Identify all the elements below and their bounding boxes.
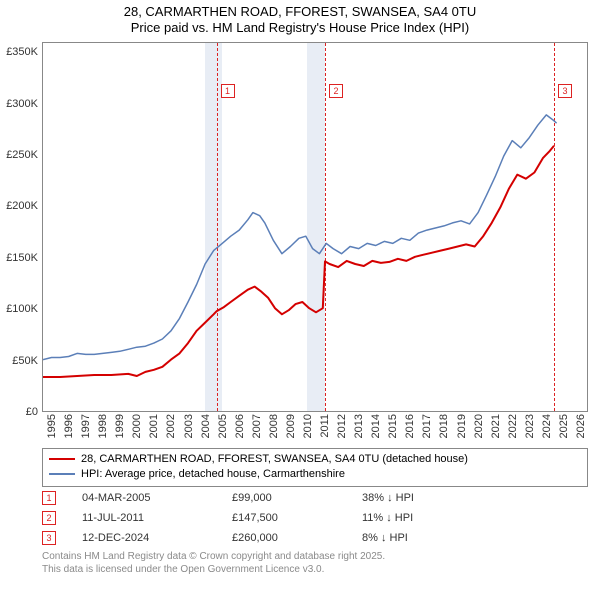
- marker-row: 3 12-DEC-2024£260,0008% ↓ HPI: [42, 528, 588, 548]
- marker-badge: 2: [42, 511, 56, 525]
- legend-swatch: [49, 458, 75, 460]
- marker-price: £147,500: [232, 512, 362, 524]
- title-line-2: Price paid vs. HM Land Registry's House …: [0, 20, 600, 36]
- x-tick-label: 2012: [336, 414, 348, 438]
- x-tick-label: 2020: [473, 414, 485, 438]
- x-tick-label: 2006: [234, 414, 246, 438]
- x-tick-label: 2023: [524, 414, 536, 438]
- marker-date: 12-DEC-2024: [82, 532, 232, 544]
- x-tick-label: 2007: [251, 414, 263, 438]
- x-tick-label: 2003: [183, 414, 195, 438]
- legend-swatch: [49, 473, 75, 475]
- x-tick-label: 2018: [438, 414, 450, 438]
- y-tick-label: £350K: [6, 46, 38, 58]
- x-tick-label: 2009: [285, 414, 297, 438]
- attribution-line-1: Contains HM Land Registry data © Crown c…: [42, 550, 588, 563]
- x-tick-label: 1997: [80, 414, 92, 438]
- attribution-line-2: This data is licensed under the Open Gov…: [42, 563, 588, 576]
- y-tick-label: £300K: [6, 98, 38, 110]
- x-tick-label: 2008: [268, 414, 280, 438]
- y-tick-label: £100K: [6, 303, 38, 315]
- legend-label: HPI: Average price, detached house, Carm…: [81, 467, 345, 482]
- y-tick-label: £0: [26, 406, 38, 418]
- marker-price: £99,000: [232, 492, 362, 504]
- marker-date: 11-JUL-2011: [82, 512, 232, 524]
- marker-table: 104-MAR-2005£99,00038% ↓ HPI211-JUL-2011…: [42, 488, 588, 548]
- x-tick-label: 2000: [131, 414, 143, 438]
- legend-label: 28, CARMARTHEN ROAD, FFOREST, SWANSEA, S…: [81, 452, 468, 467]
- legend-item-hpi: HPI: Average price, detached house, Carm…: [49, 467, 581, 482]
- series-price_paid: [43, 146, 554, 377]
- series-hpi: [43, 115, 557, 360]
- x-tick-label: 1998: [97, 414, 109, 438]
- plot-area: 123: [42, 42, 588, 412]
- x-tick-label: 2024: [541, 414, 553, 438]
- x-tick-label: 2022: [507, 414, 519, 438]
- marker-badge: 1: [42, 491, 56, 505]
- x-tick-label: 2001: [148, 414, 160, 438]
- x-tick-label: 2017: [421, 414, 433, 438]
- y-tick-label: £50K: [12, 355, 38, 367]
- x-tick-label: 2004: [200, 414, 212, 438]
- line-plot: [43, 43, 589, 413]
- y-tick-label: £200K: [6, 200, 38, 212]
- x-tick-label: 1995: [46, 414, 58, 438]
- x-tick-label: 2021: [490, 414, 502, 438]
- x-tick-label: 2011: [319, 414, 331, 438]
- x-tick-label: 2002: [165, 414, 177, 438]
- x-tick-label: 1999: [114, 414, 126, 438]
- legend-item-price-paid: 28, CARMARTHEN ROAD, FFOREST, SWANSEA, S…: [49, 452, 581, 467]
- chart-container: 28, CARMARTHEN ROAD, FFOREST, SWANSEA, S…: [0, 0, 600, 590]
- title-line-1: 28, CARMARTHEN ROAD, FFOREST, SWANSEA, S…: [0, 4, 600, 20]
- marker-row: 2 11-JUL-2011£147,50011% ↓ HPI: [42, 508, 588, 528]
- x-tick-label: 2005: [217, 414, 229, 438]
- legend: 28, CARMARTHEN ROAD, FFOREST, SWANSEA, S…: [42, 448, 588, 487]
- x-tick-label: 1996: [63, 414, 75, 438]
- chart-title-block: 28, CARMARTHEN ROAD, FFOREST, SWANSEA, S…: [0, 0, 600, 37]
- marker-price: £260,000: [232, 532, 362, 544]
- y-tick-label: £250K: [6, 149, 38, 161]
- marker-diff: 38% ↓ HPI: [362, 492, 414, 504]
- x-tick-label: 2025: [558, 414, 570, 438]
- marker-diff: 11% ↓ HPI: [362, 512, 413, 524]
- attribution: Contains HM Land Registry data © Crown c…: [42, 550, 588, 576]
- marker-diff: 8% ↓ HPI: [362, 532, 408, 544]
- marker-badge: 3: [42, 531, 56, 545]
- x-tick-label: 2016: [404, 414, 416, 438]
- x-tick-label: 2010: [302, 414, 314, 438]
- x-tick-label: 2019: [456, 414, 468, 438]
- marker-row: 1 04-MAR-2005£99,00038% ↓ HPI: [42, 488, 588, 508]
- x-tick-label: 2013: [353, 414, 365, 438]
- x-tick-label: 2014: [370, 414, 382, 438]
- y-tick-label: £150K: [6, 252, 38, 264]
- marker-date: 04-MAR-2005: [82, 492, 232, 504]
- x-tick-label: 2026: [575, 414, 587, 438]
- x-tick-label: 2015: [387, 414, 399, 438]
